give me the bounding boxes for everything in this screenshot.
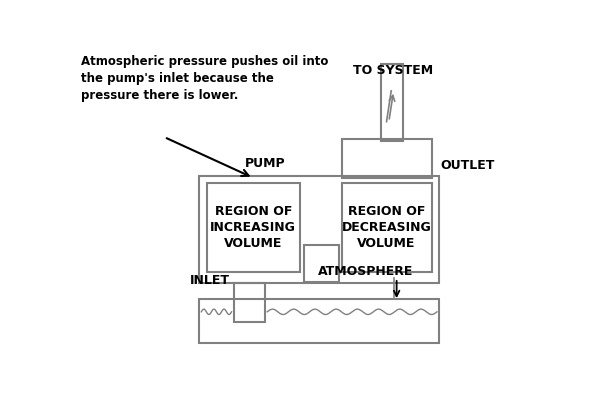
Text: ATMOSPHERE: ATMOSPHERE <box>318 265 413 278</box>
Bar <box>207 183 300 272</box>
Text: Atmospheric pressure pushes oil into
the pump's inlet because the
pressure there: Atmospheric pressure pushes oil into the… <box>81 55 329 102</box>
Text: PUMP: PUMP <box>245 157 285 170</box>
Bar <box>234 283 265 322</box>
Bar <box>343 139 431 178</box>
Text: REGION OF
INCREASING
VOLUME: REGION OF INCREASING VOLUME <box>211 204 296 250</box>
Text: INLET: INLET <box>190 274 230 287</box>
Text: TO SYSTEM: TO SYSTEM <box>353 64 433 77</box>
Bar <box>381 64 403 141</box>
Bar <box>199 299 439 343</box>
Text: REGION OF
DECREASING
VOLUME: REGION OF DECREASING VOLUME <box>341 204 431 250</box>
Bar <box>304 245 338 282</box>
Bar <box>199 175 439 283</box>
Text: OUTLET: OUTLET <box>441 159 495 172</box>
Bar <box>343 183 431 272</box>
